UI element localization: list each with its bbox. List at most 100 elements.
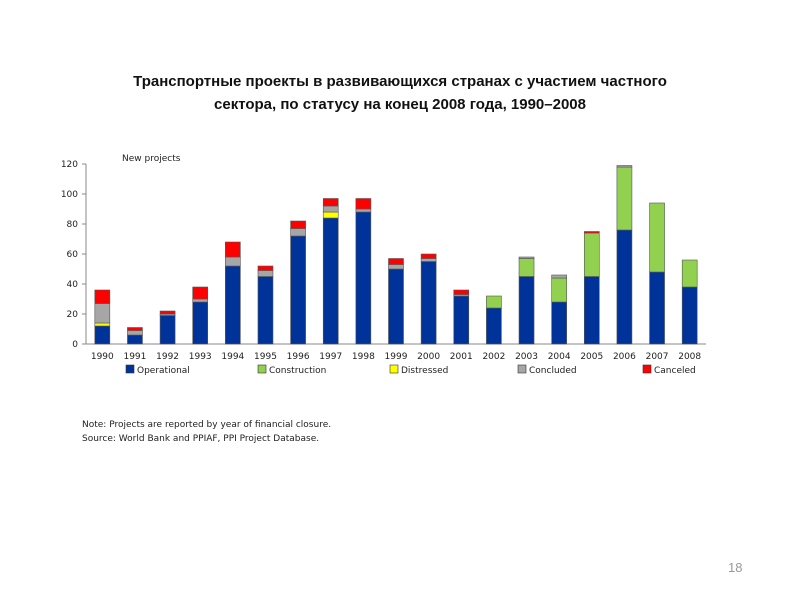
- note-text: Note: Projects are reported by year of f…: [82, 420, 332, 430]
- bar-concluded-1990: [94, 303, 111, 324]
- bar-concluded-2006: [616, 165, 633, 168]
- bar-concluded-2000: [420, 258, 437, 262]
- legend-label-construction: Construction: [269, 366, 326, 376]
- x-tick-label: 2001: [450, 352, 473, 362]
- y-tick-label: 20: [67, 310, 79, 320]
- bar-canceled-1995: [257, 265, 274, 271]
- bar-canceled-1991: [127, 327, 143, 331]
- bar-distressed-1990: [94, 322, 111, 327]
- bar-concluded-1995: [257, 270, 274, 277]
- x-tick-label: 2008: [678, 352, 701, 362]
- bar-operational-2001: [453, 295, 470, 345]
- legend-label-operational: Operational: [137, 366, 190, 376]
- x-tick-label: 2006: [613, 352, 636, 362]
- legend-swatch-canceled: [642, 364, 652, 374]
- bar-construction-2002: [486, 295, 502, 309]
- bar-canceled-1996: [290, 220, 306, 229]
- x-tick-label: 2007: [646, 352, 669, 362]
- x-tick-label: 2005: [580, 352, 603, 362]
- bar-distressed-1997: [322, 211, 339, 219]
- y-tick-label: 40: [67, 280, 79, 290]
- bar-canceled-1990: [94, 289, 111, 304]
- x-tick-label: 1995: [254, 352, 277, 362]
- x-tick-label: 2003: [515, 352, 538, 362]
- legend-label-distressed: Distressed: [401, 366, 448, 376]
- bar-operational-1990: [94, 325, 111, 345]
- x-tick-label: 1994: [221, 352, 244, 362]
- legend-swatch-concluded: [517, 364, 527, 374]
- bar-operational-1998: [355, 211, 372, 345]
- bar-operational-1992: [159, 315, 176, 345]
- x-tick-label: 1990: [91, 352, 114, 362]
- bar-construction-2008: [681, 259, 698, 288]
- legend-label-concluded: Concluded: [529, 366, 577, 376]
- y-axis-label: New projects: [122, 154, 181, 164]
- y-tick-label: 0: [72, 340, 78, 350]
- bar-operational-1997: [322, 217, 339, 345]
- bar-operational-2006: [616, 229, 633, 345]
- legend-swatch-distressed: [389, 364, 399, 374]
- bar-operational-1994: [225, 265, 241, 345]
- x-tick-label: 2004: [548, 352, 571, 362]
- x-tick-label: 1997: [319, 352, 342, 362]
- bar-operational-2002: [486, 307, 502, 345]
- bar-operational-2005: [583, 276, 600, 345]
- bar-operational-1996: [290, 235, 306, 345]
- bar-construction-2005: [583, 232, 600, 277]
- chart-title: Транспортные проекты в развивающихся стр…: [0, 70, 800, 116]
- bar-concluded-1997: [322, 205, 339, 213]
- x-tick-label: 1996: [287, 352, 310, 362]
- x-tick-label: 1993: [189, 352, 212, 362]
- title-line-2: сектора, по статусу на конец 2008 года, …: [214, 96, 586, 113]
- bar-operational-2003: [518, 276, 535, 345]
- bar-canceled-2005: [583, 231, 600, 234]
- bar-canceled-1999: [388, 258, 404, 265]
- bar-canceled-1993: [192, 286, 209, 300]
- bar-canceled-1994: [225, 241, 241, 258]
- legend-swatch-operational: [125, 364, 135, 374]
- bar-canceled-1992: [159, 310, 176, 315]
- bar-canceled-1998: [355, 198, 372, 210]
- x-tick-label: 1999: [385, 352, 408, 362]
- bar-operational-1991: [127, 334, 143, 345]
- title-line-1: Транспортные проекты в развивающихся стр…: [133, 73, 667, 90]
- x-tick-label: 1992: [156, 352, 179, 362]
- bar-construction-2003: [518, 258, 535, 277]
- notes: Note: Projects are reported by year of f…: [82, 418, 331, 446]
- x-tick-label: 2002: [482, 352, 505, 362]
- bar-construction-2006: [616, 166, 633, 231]
- bar-canceled-1997: [322, 198, 339, 207]
- legend-label-canceled: Canceled: [654, 366, 696, 376]
- bar-concluded-2003: [518, 256, 535, 259]
- bar-canceled-2000: [420, 253, 437, 259]
- bar-concluded-2004: [551, 274, 567, 279]
- legend-swatch-construction: [257, 364, 267, 374]
- x-tick-label: 2000: [417, 352, 440, 362]
- bar-concluded-1996: [290, 228, 306, 237]
- bar-operational-2000: [420, 261, 437, 345]
- bar-concluded-1993: [192, 298, 209, 303]
- bar-operational-1995: [257, 276, 274, 345]
- y-tick-label: 60: [67, 250, 79, 260]
- bar-concluded-1991: [127, 330, 143, 336]
- bar-operational-2008: [681, 286, 698, 345]
- page-number: 18: [728, 560, 743, 575]
- bar-construction-2007: [649, 202, 665, 273]
- bar-canceled-2001: [453, 289, 470, 295]
- x-tick-label: 1991: [123, 352, 146, 362]
- bar-concluded-1999: [388, 264, 404, 270]
- y-tick-label: 80: [67, 220, 79, 230]
- bar-concluded-1998: [355, 208, 372, 213]
- bar-operational-1993: [192, 301, 209, 345]
- source-text: Source: World Bank and PPIAF, PPI Projec…: [82, 434, 320, 444]
- bar-concluded-1994: [225, 256, 241, 267]
- bar-construction-2004: [551, 277, 567, 303]
- bar-operational-1999: [388, 268, 404, 345]
- y-tick-label: 120: [61, 160, 78, 170]
- x-tick-label: 1998: [352, 352, 375, 362]
- bar-operational-2007: [649, 271, 665, 345]
- bar-operational-2004: [551, 301, 567, 345]
- y-tick-label: 100: [61, 190, 78, 200]
